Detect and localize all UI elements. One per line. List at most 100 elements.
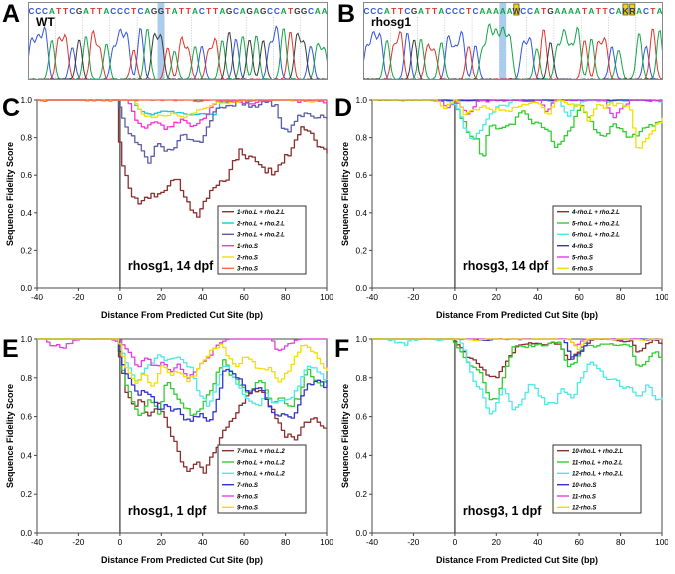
svg-text:100: 100 (655, 537, 668, 547)
svg-text:G: G (294, 6, 300, 16)
svg-text:A: A (253, 6, 259, 16)
svg-text:A: A (438, 6, 444, 16)
svg-text:80: 80 (281, 292, 291, 302)
svg-text:1.0: 1.0 (20, 95, 32, 105)
svg-text:T: T (596, 6, 601, 16)
svg-text:0: 0 (453, 292, 458, 302)
svg-text:rhosg1, 14 dpf: rhosg1, 14 dpf (128, 259, 214, 273)
svg-text:12-rho.S: 12-rho.S (572, 505, 596, 512)
svg-text:10-rho.L + rho.2.L: 10-rho.L + rho.2.L (572, 448, 623, 455)
svg-text:A: A (240, 6, 246, 16)
svg-text:-40: -40 (31, 292, 43, 302)
svg-text:G: G (411, 6, 417, 16)
svg-text:40: 40 (533, 537, 543, 547)
svg-text:20: 20 (157, 292, 167, 302)
svg-text:0: 0 (118, 292, 123, 302)
svg-text:0.8: 0.8 (355, 373, 367, 383)
svg-text:11-rho.S: 11-rho.S (572, 493, 596, 500)
svg-text:C: C (459, 6, 465, 16)
svg-text:Distance From Predicted Cut Si: Distance From Predicted Cut Site (bp) (101, 310, 263, 320)
svg-text:C: C (609, 6, 615, 16)
svg-text:G: G (547, 6, 553, 16)
svg-text:0.4: 0.4 (20, 208, 32, 218)
svg-text:G: G (226, 6, 232, 16)
svg-text:A: A (588, 6, 594, 16)
svg-text:C: C (643, 6, 649, 16)
svg-text:C: C (308, 6, 314, 16)
svg-text:A: A (486, 6, 492, 16)
svg-text:1.0: 1.0 (355, 334, 367, 344)
svg-text:A: A (315, 6, 321, 16)
svg-text:-20: -20 (407, 292, 419, 302)
svg-text:0.6: 0.6 (20, 170, 32, 180)
svg-text:T: T (186, 6, 191, 16)
svg-text:C: C (267, 6, 273, 16)
svg-text:G: G (151, 6, 157, 16)
svg-text:C: C (452, 6, 458, 16)
svg-text:C: C (28, 6, 34, 16)
svg-text:-20: -20 (72, 292, 84, 302)
svg-text:A: A (479, 6, 485, 16)
svg-text:9-rho.S: 9-rho.S (237, 505, 258, 512)
svg-text:0: 0 (118, 537, 123, 547)
svg-text:A: A (83, 6, 89, 16)
svg-text:4-rho.S: 4-rho.S (571, 243, 593, 250)
svg-text:C: C (274, 6, 280, 16)
svg-text:0.8: 0.8 (20, 133, 32, 143)
svg-text:0.4: 0.4 (20, 450, 32, 460)
svg-text:A: A (144, 6, 150, 16)
svg-text:A: A (219, 6, 225, 16)
svg-text:5-rho.L + rho.2.L: 5-rho.L + rho.2.L (572, 220, 620, 227)
svg-text:T: T (603, 6, 608, 16)
svg-text:T: T (432, 6, 437, 16)
svg-text:80: 80 (616, 292, 626, 302)
svg-text:0: 0 (453, 537, 458, 547)
svg-text:rhosg3, 14 dpf: rhosg3, 14 dpf (463, 259, 549, 273)
svg-text:T: T (97, 6, 102, 16)
svg-text:-20: -20 (407, 537, 419, 547)
svg-text:1.0: 1.0 (20, 334, 32, 344)
svg-text:A: A (534, 6, 540, 16)
svg-text:C: C (124, 6, 130, 16)
svg-text:G: G (158, 6, 164, 16)
svg-text:7-rho.L + rho.L.2: 7-rho.L + rho.L.2 (237, 448, 285, 455)
svg-text:9-rho.L + rho.L.2: 9-rho.L + rho.L.2 (237, 471, 285, 478)
svg-text:0.6: 0.6 (20, 412, 32, 422)
svg-text:80: 80 (616, 537, 626, 547)
svg-text:A: A (103, 6, 109, 16)
svg-text:A: A (493, 6, 499, 16)
svg-text:4-rho.L + rho.2.L: 4-rho.L + rho.2.L (571, 209, 620, 216)
svg-text:Sequence Fidelity Score: Sequence Fidelity Score (5, 384, 15, 488)
svg-text:Distance From Predicted Cut Si: Distance From Predicted Cut Site (bp) (436, 555, 598, 565)
svg-text:60: 60 (574, 537, 584, 547)
svg-text:G: G (246, 6, 252, 16)
svg-text:2-rho.L + rho.2.L: 2-rho.L + rho.2.L (236, 220, 285, 227)
svg-text:T: T (63, 6, 68, 16)
svg-text:A: A (636, 6, 642, 16)
svg-text:100: 100 (655, 292, 668, 302)
svg-text:K: K (623, 6, 629, 16)
svg-text:G: G (301, 6, 307, 16)
svg-text:60: 60 (574, 292, 584, 302)
svg-text:C: C (117, 6, 123, 16)
svg-text:20: 20 (492, 537, 502, 547)
svg-text:60: 60 (239, 292, 249, 302)
svg-text:0.2: 0.2 (355, 245, 367, 255)
svg-text:-40: -40 (366, 292, 378, 302)
svg-text:T: T (288, 6, 293, 16)
svg-text:T: T (165, 6, 170, 16)
svg-text:T: T (179, 6, 184, 16)
svg-text:C: C (520, 6, 526, 16)
svg-text:100: 100 (320, 537, 333, 547)
svg-text:40: 40 (198, 537, 208, 547)
svg-text:0.8: 0.8 (20, 373, 32, 383)
svg-text:T: T (213, 6, 218, 16)
svg-text:C: C (138, 6, 144, 16)
svg-text:C: C (445, 6, 451, 16)
svg-text:3-rho.S: 3-rho.S (237, 266, 258, 273)
svg-text:1.0: 1.0 (355, 95, 367, 105)
svg-text:T: T (650, 6, 655, 16)
svg-text:8-rho.S: 8-rho.S (237, 493, 258, 500)
svg-text:20: 20 (157, 537, 167, 547)
svg-text:7-rho.S: 7-rho.S (237, 482, 258, 489)
